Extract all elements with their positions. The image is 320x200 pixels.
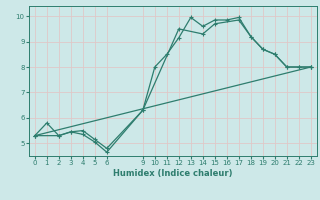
X-axis label: Humidex (Indice chaleur): Humidex (Indice chaleur) <box>113 169 233 178</box>
